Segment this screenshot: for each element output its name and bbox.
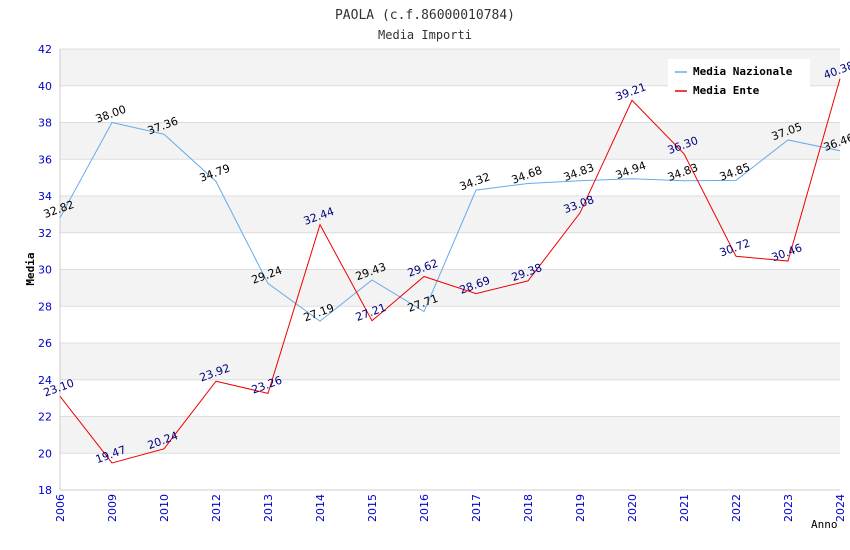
x-tick-label: 2015 (366, 494, 379, 522)
legend: Media Nazionale Media Ente (668, 59, 810, 100)
legend-box (668, 59, 810, 100)
x-tick-label: 2010 (158, 494, 171, 522)
grid-band (60, 122, 840, 160)
x-tick-label: 2021 (678, 494, 691, 522)
y-tick-label: 22 (38, 411, 52, 424)
legend-label-ente: Media Ente (693, 84, 760, 97)
x-tick-label: 2024 (834, 494, 847, 522)
x-tick-label: 2017 (470, 494, 483, 522)
series-lines (59, 78, 841, 464)
chart-title: PAOLA (c.f.86000010784) (335, 8, 515, 23)
x-tick-label: 2023 (782, 494, 795, 522)
x-tick-label: 2006 (54, 494, 67, 522)
grid-band (60, 196, 840, 233)
y-tick-label: 42 (38, 43, 52, 56)
y-tick-label: 36 (38, 153, 52, 166)
grid-band (60, 453, 840, 490)
grid-band (60, 379, 840, 417)
y-tick-label: 24 (38, 374, 52, 387)
grid-band (60, 306, 840, 343)
x-tick-label: 2013 (262, 494, 275, 522)
x-tick-label: 2012 (210, 494, 223, 522)
x-tick-label: 2022 (730, 494, 743, 522)
axes (59, 49, 840, 491)
x-tick-label: 2018 (522, 494, 535, 522)
grid-bands (60, 49, 840, 490)
legend-label-nazionale: Media Nazionale (693, 65, 793, 78)
y-tick-label: 18 (38, 484, 52, 497)
y-axis-ticks: 18 20 22 24 26 28 30 32 34 36 38 40 42 (38, 43, 52, 497)
y-tick-label: 38 (38, 117, 52, 130)
x-tick-label: 2019 (574, 494, 587, 522)
y-tick-label: 32 (38, 227, 52, 240)
grid-band (60, 343, 840, 380)
grid-band (60, 416, 840, 454)
x-tick-label: 2009 (106, 494, 119, 522)
grid-band (60, 159, 840, 196)
y-axis-label: Media (24, 252, 37, 285)
y-tick-label: 30 (38, 264, 52, 277)
series-line-ente (59, 78, 841, 464)
y-tick-label: 20 (38, 447, 52, 460)
y-tick-label: 26 (38, 337, 52, 350)
y-tick-label: 40 (38, 80, 52, 93)
y-tick-label: 34 (38, 190, 52, 203)
x-tick-label: 2016 (418, 494, 431, 522)
x-tick-label: 2020 (626, 494, 639, 522)
x-axis-label: Anno (811, 518, 838, 531)
series-line-nazionale (59, 121, 841, 322)
x-axis-ticks: 2006 2009 2010 2012 2013 2014 2015 2016 2017 2018… (54, 494, 847, 522)
y-tick-label: 28 (38, 300, 52, 313)
x-tick-label: 2014 (314, 494, 327, 522)
grid-band (60, 269, 840, 307)
chart-subtitle: Media Importi (378, 28, 472, 42)
